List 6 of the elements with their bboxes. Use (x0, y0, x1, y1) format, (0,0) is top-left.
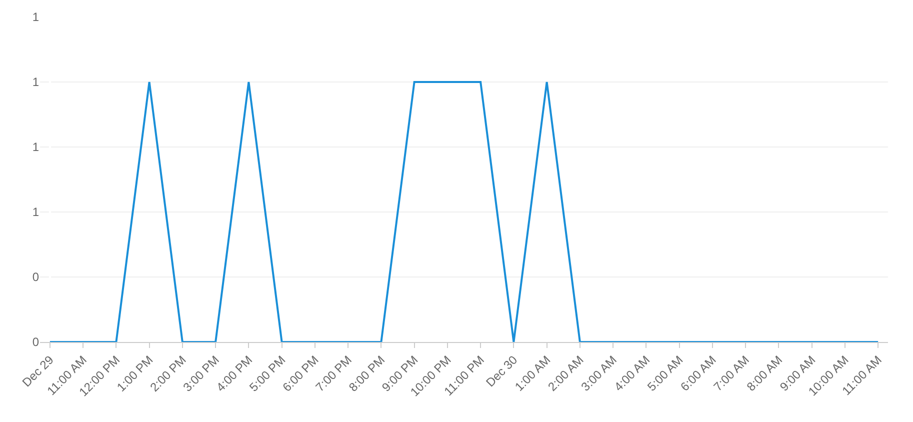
y-tick-label: 1 (32, 10, 40, 24)
y-tick-label: 1 (32, 140, 40, 154)
y-tick-label: 1 (32, 205, 40, 220)
y-tick-label: 1 (32, 75, 40, 90)
y-tick-label: 0 (32, 335, 40, 350)
y-tick-label: 0 (32, 270, 40, 284)
